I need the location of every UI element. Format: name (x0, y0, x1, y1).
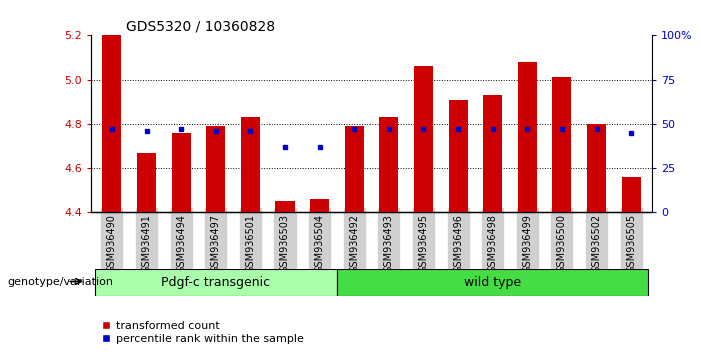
Bar (95, 269, 337, 296)
Text: genotype/variation: genotype/variation (7, 277, 113, 287)
Bar (275, 201, 294, 212)
Text: wild type: wild type (464, 276, 522, 289)
Bar (337, 269, 648, 296)
Text: Pdgf-c transgenic: Pdgf-c transgenic (161, 276, 271, 289)
Text: GDS5320 / 10360828: GDS5320 / 10360828 (126, 19, 275, 34)
Bar (310, 199, 329, 212)
Bar (449, 99, 468, 212)
Bar (587, 124, 606, 212)
Bar (483, 95, 502, 212)
Bar (172, 133, 191, 212)
Bar (622, 177, 641, 212)
Bar (518, 62, 537, 212)
Bar (552, 78, 571, 212)
Bar (241, 117, 260, 212)
Bar (379, 117, 398, 212)
Bar (414, 67, 433, 212)
Legend: transformed count, percentile rank within the sample: transformed count, percentile rank withi… (97, 316, 308, 348)
Bar (102, 35, 121, 212)
Bar (345, 126, 364, 212)
Bar (137, 153, 156, 212)
Bar (206, 126, 225, 212)
